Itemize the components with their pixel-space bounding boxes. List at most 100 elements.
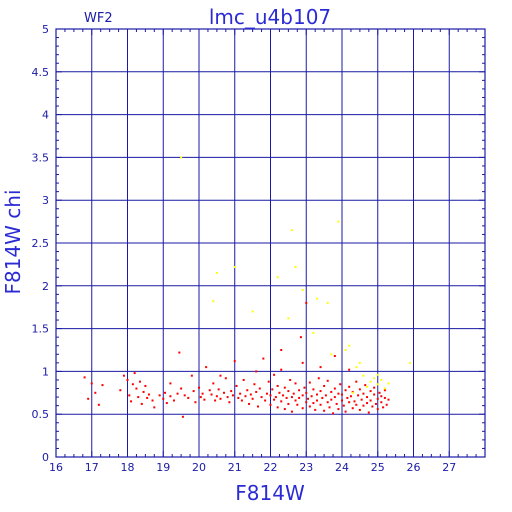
data-point: [330, 390, 333, 393]
data-point: [360, 398, 363, 401]
data-point: [181, 415, 184, 418]
data-point: [387, 382, 390, 385]
data-point: [383, 389, 386, 392]
data-point: [332, 412, 335, 415]
data-point: [228, 401, 231, 404]
data-point: [235, 384, 238, 387]
data-point: [137, 396, 140, 399]
data-point: [373, 393, 376, 396]
data-point: [308, 405, 311, 408]
data-point: [290, 410, 293, 413]
data-point: [208, 389, 211, 392]
data-point: [362, 374, 365, 377]
grid-lines: [56, 29, 485, 457]
data-point: [256, 405, 259, 408]
data-point: [260, 396, 263, 399]
data-point: [371, 405, 374, 408]
data-point: [351, 407, 354, 410]
data-point: [310, 395, 313, 398]
data-point: [315, 393, 318, 396]
data-point: [298, 389, 301, 392]
data-point: [282, 394, 285, 397]
data-point: [355, 380, 358, 383]
data-point: [215, 395, 218, 398]
data-point: [319, 403, 322, 406]
data-point: [276, 406, 279, 409]
data-point: [276, 384, 279, 387]
data-point: [223, 391, 226, 394]
data-point: [180, 387, 183, 390]
data-point: [362, 404, 365, 407]
data-point: [346, 396, 349, 399]
data-point: [315, 399, 318, 402]
data-point: [280, 400, 283, 403]
data-point: [289, 378, 292, 381]
data-point: [358, 408, 361, 411]
data-point: [97, 403, 100, 406]
data-point: [366, 396, 369, 399]
data-point: [312, 402, 315, 405]
data-point: [348, 368, 351, 371]
y-tick-label: 5: [42, 23, 49, 36]
data-point: [119, 389, 122, 392]
data-point: [333, 387, 336, 390]
data-point: [240, 399, 243, 402]
data-point: [231, 394, 234, 397]
y-tick-label: 0.5: [32, 408, 50, 421]
y-tick-label: 4: [42, 109, 49, 122]
data-point: [294, 399, 297, 402]
data-point: [341, 393, 343, 396]
y-tick-label: 3: [42, 194, 49, 207]
x-axis-label: F814W: [235, 481, 305, 505]
data-point: [151, 399, 154, 402]
data-point: [285, 396, 288, 399]
data-point: [280, 368, 283, 371]
data-point: [187, 396, 190, 399]
data-point: [237, 396, 240, 399]
data-point: [376, 408, 379, 411]
data-point: [323, 384, 326, 387]
data-point: [355, 403, 358, 406]
data-point: [233, 265, 236, 268]
data-point: [153, 406, 156, 409]
data-point: [317, 377, 320, 380]
x-tick-label: 17: [85, 461, 99, 474]
y-tick-label: 2: [42, 280, 49, 293]
data-point: [321, 396, 324, 399]
data-point: [296, 403, 299, 406]
data-point: [367, 411, 370, 414]
data-point: [369, 390, 372, 393]
data-point: [355, 366, 358, 369]
x-tick-label: 26: [407, 461, 421, 474]
data-point: [376, 383, 379, 386]
data-point: [180, 156, 183, 159]
data-point: [382, 406, 385, 409]
data-point: [408, 361, 411, 364]
data-point: [131, 383, 134, 386]
data-point: [169, 395, 172, 398]
data-point: [283, 408, 286, 411]
data-point: [323, 409, 326, 412]
data-point: [292, 392, 295, 395]
data-point: [380, 395, 383, 398]
data-point: [212, 382, 215, 385]
data-point: [214, 399, 217, 402]
data-point: [255, 370, 258, 373]
x-tick-label: 21: [228, 461, 242, 474]
data-point: [274, 396, 277, 399]
data-point: [87, 397, 90, 400]
y-tick-label: 1: [42, 365, 49, 378]
x-tick-label: 16: [49, 461, 63, 474]
data-point: [194, 401, 197, 404]
data-point: [344, 349, 347, 351]
data-point: [94, 391, 97, 394]
data-point: [126, 378, 129, 381]
data-point: [83, 376, 86, 379]
data-point: [301, 289, 304, 292]
data-point: [298, 396, 301, 399]
data-point: [144, 384, 147, 387]
data-point: [278, 391, 281, 394]
data-point: [244, 395, 247, 398]
data-point: [337, 408, 340, 411]
data-point: [349, 395, 352, 398]
